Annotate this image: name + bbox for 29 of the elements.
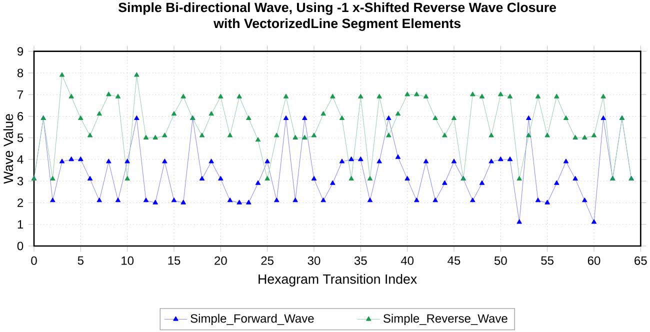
chart-title: Simple Bi-directional Wave, Using -1 x-Shifted Reverse Wave Closure with VectorizedLine Segment Elements	[118, 2, 556, 31]
x-tick-label: 35	[354, 256, 367, 265]
legend-label: Simple_Reverse_Wave	[384, 314, 508, 326]
y-tick-label: 9	[18, 47, 24, 56]
x-tick-label: 10	[122, 256, 134, 265]
x-tick-label: 0	[31, 256, 37, 265]
y-tick-label: 1	[18, 220, 24, 228]
x-tick-label: 30	[308, 256, 320, 265]
x-tick-label: 25	[261, 256, 274, 265]
y-axis-title: Wave Value	[3, 114, 14, 184]
y-tick-label: 7	[18, 90, 24, 99]
x-tick-label: 15	[168, 256, 180, 265]
x-tick-label: 20	[214, 256, 227, 265]
y-tick-label: 4	[17, 155, 24, 164]
y-tick-label: 5	[17, 134, 24, 142]
x-tick-label: 50	[494, 256, 507, 265]
x-axis-title: Hexagram Transition Index	[258, 274, 417, 286]
x-tick-label: 40	[400, 256, 414, 265]
y-tick-label: 8	[17, 68, 24, 78]
x-tick-label: 65	[634, 256, 647, 265]
x-tick-label: 55	[541, 256, 554, 265]
x-tick-label: 60	[588, 256, 600, 265]
y-tick-label: 2	[18, 198, 24, 207]
y-tick-label: 0	[17, 242, 24, 250]
x-tick-label: 45	[448, 256, 460, 265]
y-tick-label: 6	[18, 112, 24, 120]
legend-label: Simple_Forward_Wave	[190, 314, 314, 326]
x-tick-label: 5	[78, 256, 84, 265]
y-tick-label: 3	[17, 176, 24, 186]
